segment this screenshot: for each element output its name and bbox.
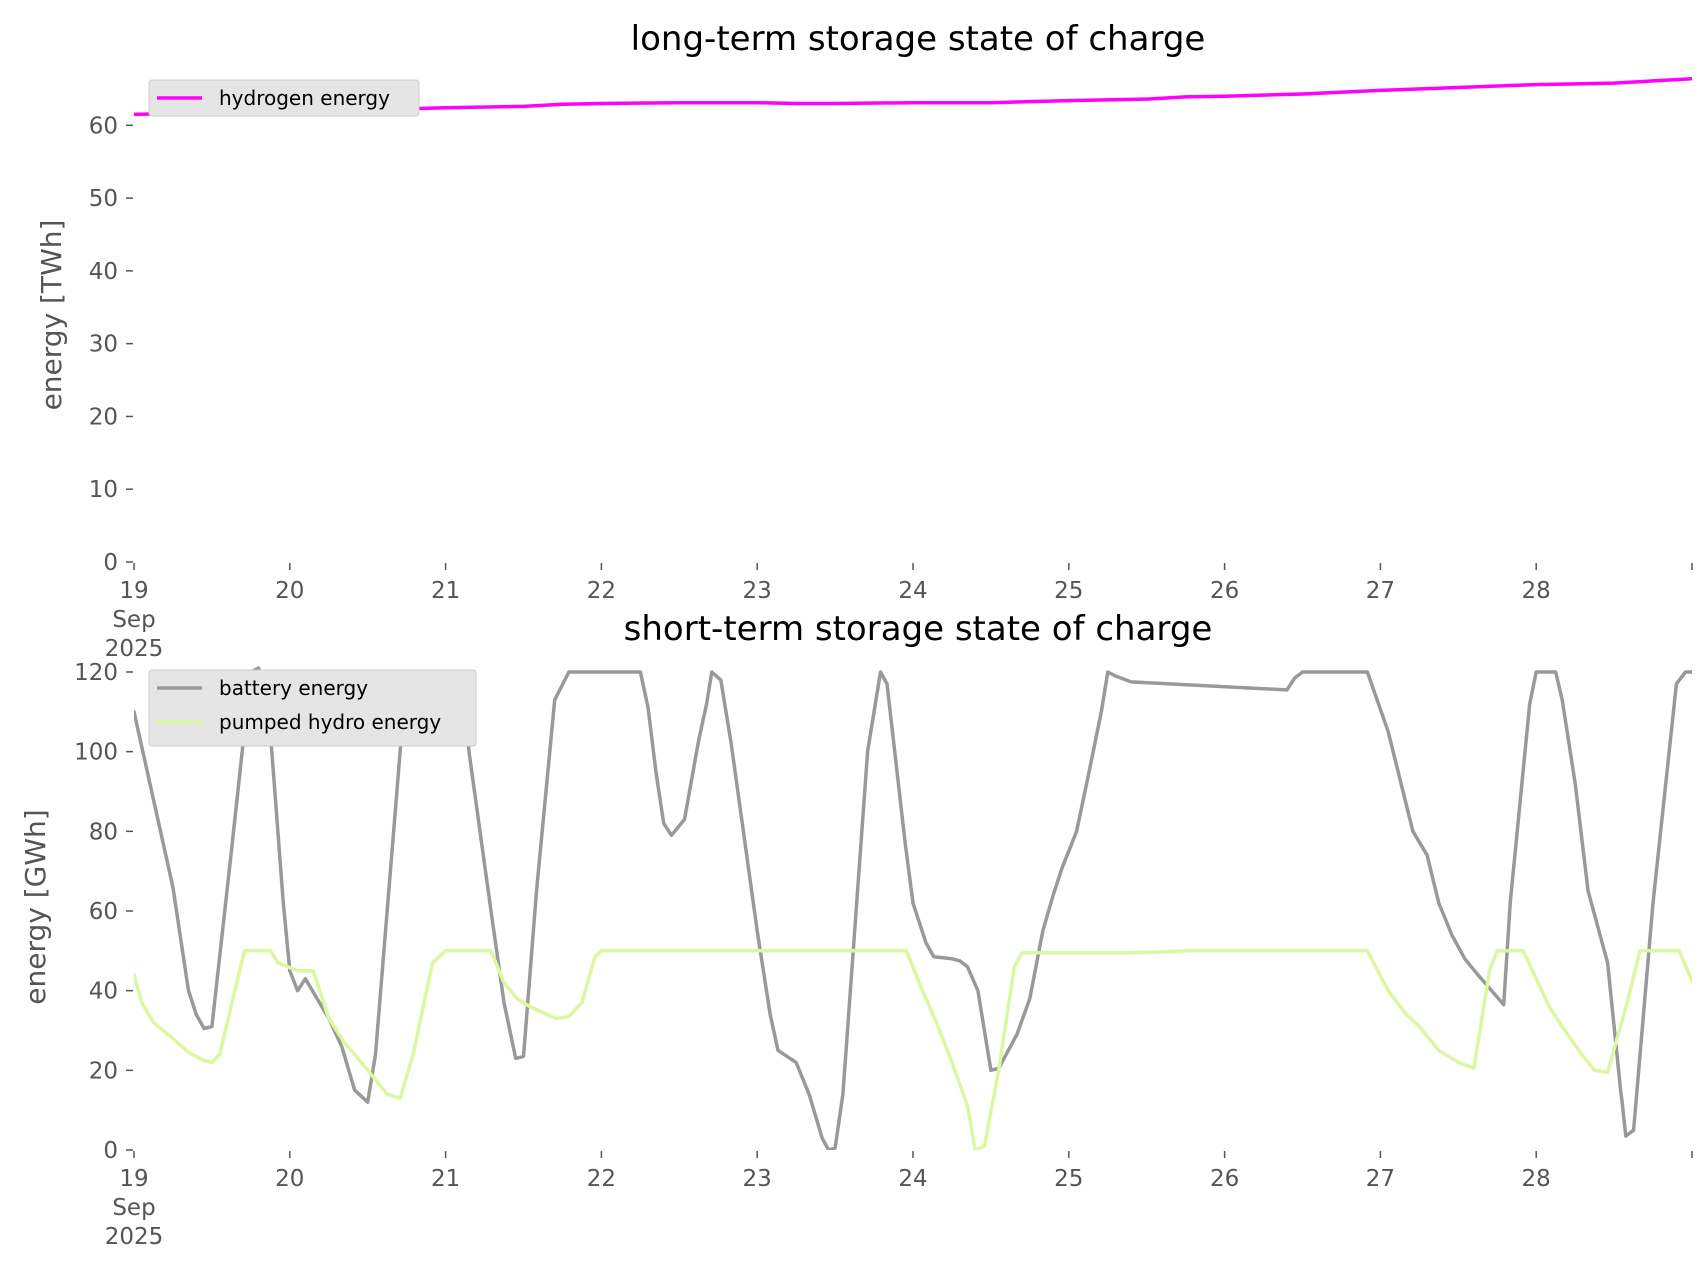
- x-tick-label: 20: [275, 1166, 304, 1192]
- hydrogen-energy-line: [134, 76, 1692, 117]
- x-tick-label: 28: [1522, 1166, 1551, 1192]
- x-tick-label: 25: [1054, 578, 1083, 604]
- x-tick-label: 22: [587, 578, 616, 604]
- y-tick-label: 60: [89, 113, 118, 139]
- x-tick-label: 28: [1522, 578, 1551, 604]
- x-tick-label: 25: [1054, 1166, 1083, 1192]
- series-lines: [134, 76, 1692, 117]
- legend-label: pumped hydro energy: [219, 710, 441, 734]
- y-tick-label: 10: [89, 477, 118, 503]
- y-tick-label: 0: [103, 550, 118, 576]
- y-tick-label: 30: [89, 332, 118, 358]
- x-tick-label: 21: [431, 578, 460, 604]
- axis-ticks: 0 10 20 30 40 50 60 19 Sep 2025 20 21 22 23 24 25 26 27 28: [89, 113, 1693, 662]
- x-tick-label: 19: [119, 578, 148, 604]
- legend-box: [148, 79, 420, 117]
- legend-label: hydrogen energy: [219, 86, 390, 110]
- x-tick-label: 23: [743, 1166, 772, 1192]
- y-axis-label: energy [TWh]: [35, 220, 68, 411]
- y-tick-label: 20: [89, 404, 118, 430]
- y-tick-label: 40: [89, 979, 118, 1005]
- x-tick-label: 27: [1366, 578, 1395, 604]
- x-tick-label: 27: [1366, 1166, 1395, 1192]
- series-lines: [134, 666, 1692, 1150]
- y-axis-label: energy [GWh]: [19, 809, 52, 1004]
- legend-box: [148, 669, 477, 747]
- y-tick-label: 60: [89, 899, 118, 925]
- y-tick-label: 120: [74, 660, 118, 686]
- x-tick-label: 26: [1210, 578, 1239, 604]
- pumped-hydro-energy-line: [134, 949, 1692, 1150]
- y-tick-label: 80: [89, 819, 118, 845]
- x-tick-label: 2025: [105, 636, 164, 662]
- legend-label: battery energy: [219, 676, 368, 700]
- chart-title: short-term storage state of charge: [624, 609, 1213, 649]
- x-tick-label: Sep: [112, 607, 155, 633]
- battery-energy-line: [134, 666, 1692, 1150]
- x-tick-label: 20: [275, 578, 304, 604]
- x-tick-label: 2025: [105, 1224, 164, 1250]
- long-term-storage-panel: long-term storage state of charge energy…: [35, 19, 1693, 662]
- legend: battery energy pumped hydro energy: [148, 669, 477, 747]
- short-term-storage-panel: short-term storage state of charge energ…: [19, 609, 1693, 1250]
- legend: hydrogen energy: [148, 79, 420, 117]
- y-tick-label: 40: [89, 259, 118, 285]
- x-tick-label: 23: [743, 578, 772, 604]
- x-tick-label: 19: [119, 1166, 148, 1192]
- x-tick-label: 24: [898, 1166, 927, 1192]
- x-tick-label: 22: [587, 1166, 616, 1192]
- axis-ticks: 0 20 40 60 80 100 120 19 Sep 2025 20 21 22 23 24 25 26 27…: [74, 660, 1693, 1250]
- chart-title: long-term storage state of charge: [631, 19, 1206, 59]
- x-tick-label: 24: [898, 578, 927, 604]
- y-tick-label: 50: [89, 186, 118, 212]
- x-tick-label: Sep: [112, 1195, 155, 1221]
- x-tick-label: 26: [1210, 1166, 1239, 1192]
- x-tick-label: 21: [431, 1166, 460, 1192]
- y-tick-label: 100: [74, 740, 118, 766]
- y-tick-label: 20: [89, 1058, 118, 1084]
- y-tick-label: 0: [103, 1138, 118, 1164]
